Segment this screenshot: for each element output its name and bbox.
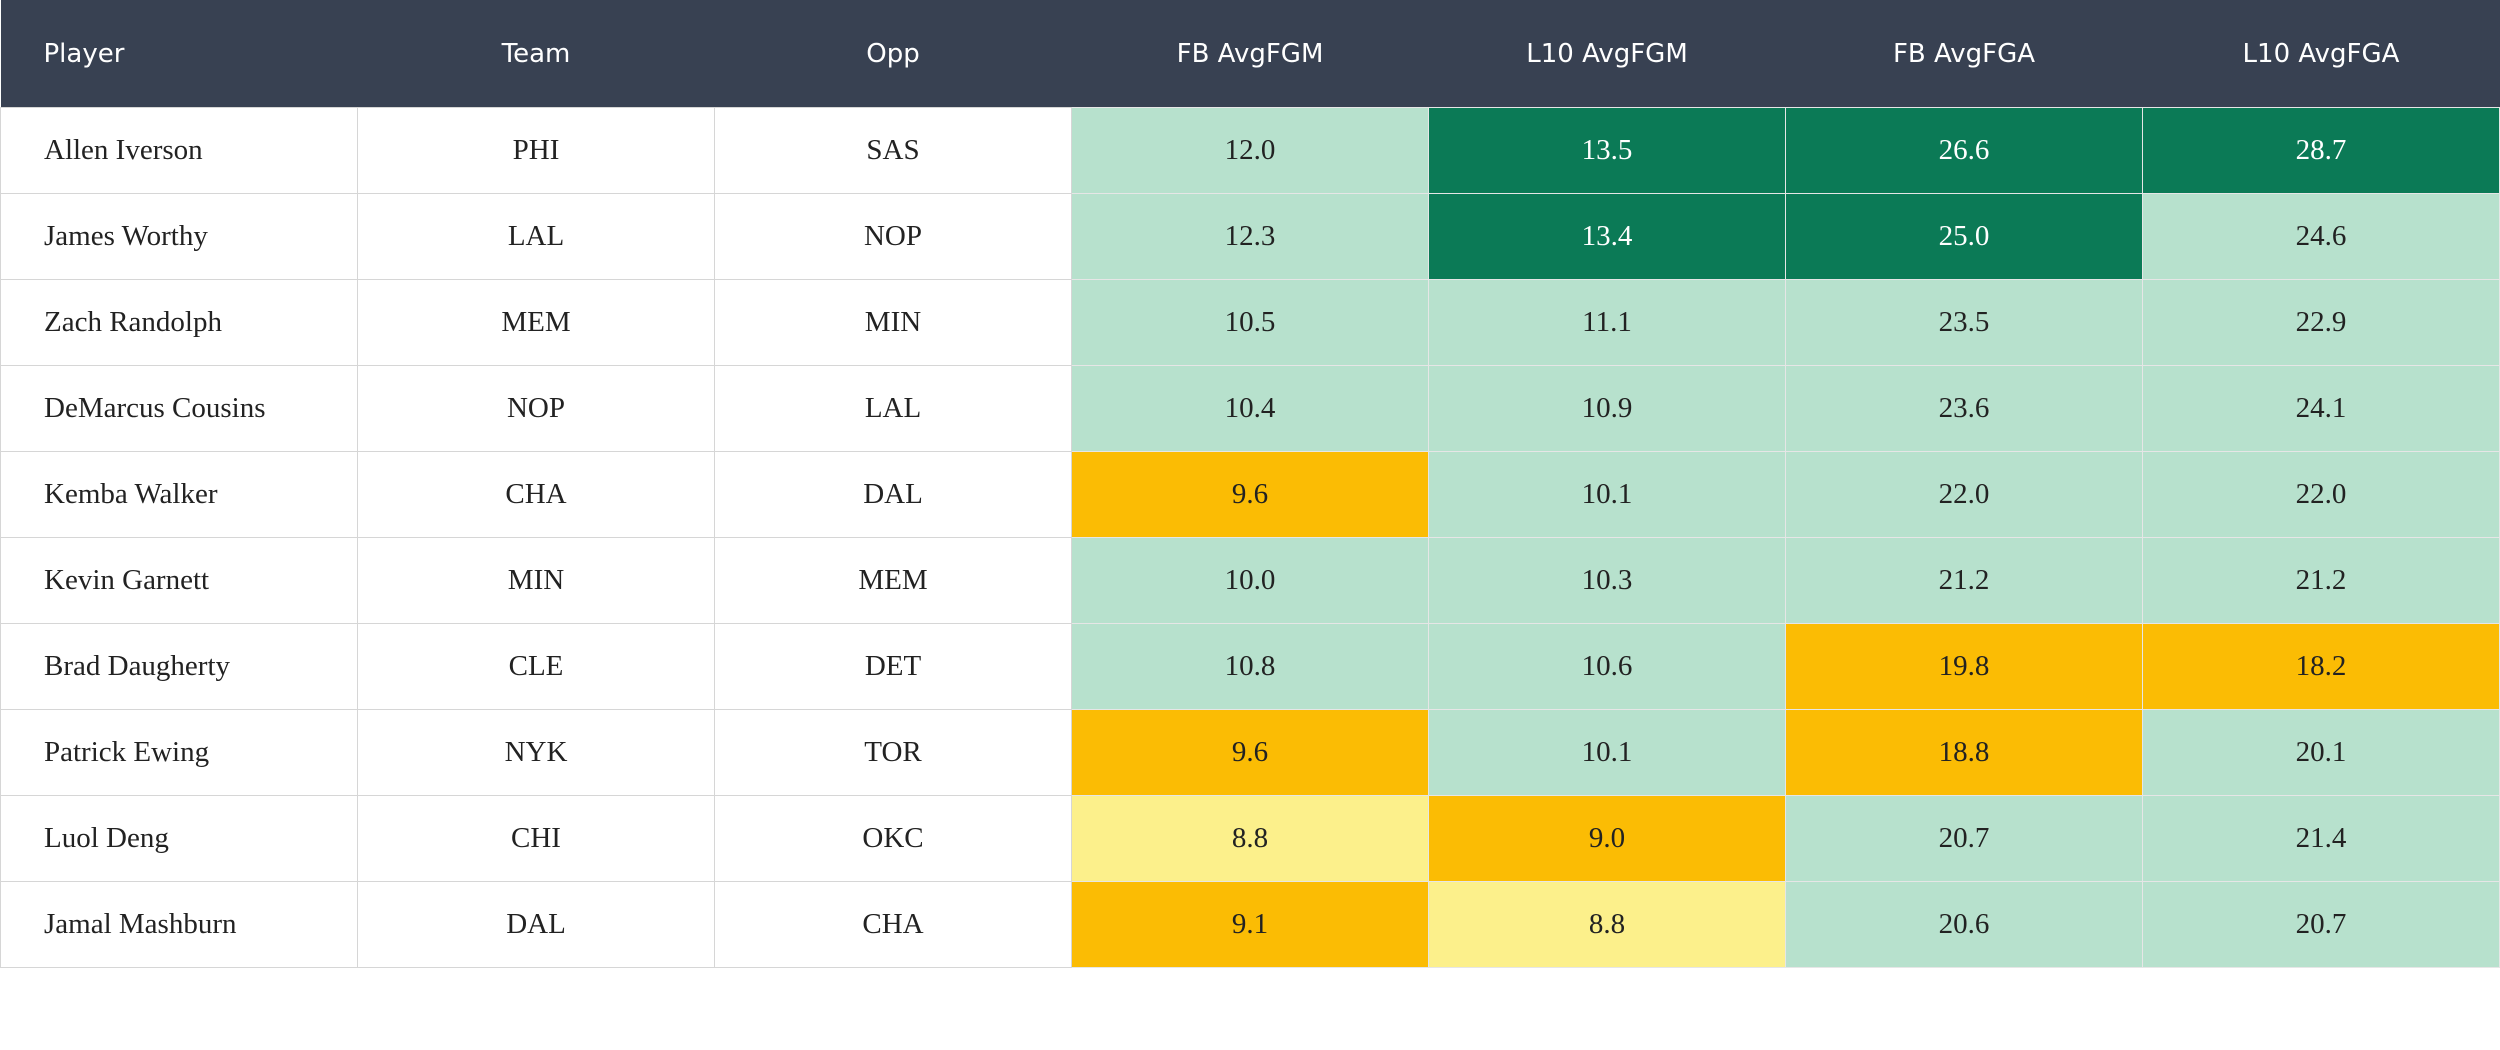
text-cell: CLE: [357, 623, 715, 710]
player-cell: Patrick Ewing: [0, 709, 358, 796]
stat-cell: 9.0: [1428, 795, 1786, 882]
text-cell: MIN: [714, 279, 1072, 366]
stat-cell: 22.0: [2142, 451, 2500, 538]
text-cell: MIN: [357, 537, 715, 624]
text-cell: TOR: [714, 709, 1072, 796]
player-cell: Kemba Walker: [0, 451, 358, 538]
text-cell: LAL: [357, 193, 715, 280]
stat-cell: 10.1: [1428, 451, 1786, 538]
stat-cell: 11.1: [1428, 279, 1786, 366]
stat-cell: 20.1: [2142, 709, 2500, 796]
table-row: DeMarcus Cousins NOP LAL 10.4 10.9 23.6 24.1: [0, 365, 2500, 452]
player-cell: James Worthy: [0, 193, 358, 280]
stat-cell: 21.2: [1785, 537, 2143, 624]
text-cell: NYK: [357, 709, 715, 796]
text-cell: DAL: [714, 451, 1072, 538]
player-cell: DeMarcus Cousins: [0, 365, 358, 452]
stat-cell: 21.2: [2142, 537, 2500, 624]
stat-cell: 9.6: [1071, 709, 1429, 796]
stat-cell: 10.1: [1428, 709, 1786, 796]
column-header: Opp: [714, 0, 1072, 108]
table-row: Kevin Garnett MIN MEM 10.0 10.3 21.2 21.2: [0, 537, 2500, 624]
table-row: James Worthy LAL NOP 12.3 13.4 25.0 24.6: [0, 193, 2500, 280]
column-header: L10 AvgFGM: [1428, 0, 1786, 108]
text-cell: NOP: [357, 365, 715, 452]
column-header: L10 AvgFGA: [2142, 0, 2500, 108]
stat-cell: 21.4: [2142, 795, 2500, 882]
stat-cell: 23.5: [1785, 279, 2143, 366]
stat-cell: 18.8: [1785, 709, 2143, 796]
text-cell: DET: [714, 623, 1072, 710]
text-cell: DAL: [357, 881, 715, 968]
stat-cell: 13.5: [1428, 107, 1786, 194]
stat-cell: 10.4: [1071, 365, 1429, 452]
table-row: Zach Randolph MEM MIN 10.5 11.1 23.5 22.9: [0, 279, 2500, 366]
stat-cell: 28.7: [2142, 107, 2500, 194]
stat-cell: 8.8: [1071, 795, 1429, 882]
stat-cell: 10.0: [1071, 537, 1429, 624]
header-row: Player Team Opp FB AvgFGM L10 AvgFGM FB AvgFG…: [0, 0, 2500, 108]
stat-cell: 9.6: [1071, 451, 1429, 538]
stat-cell: 23.6: [1785, 365, 2143, 452]
stat-cell: 22.0: [1785, 451, 2143, 538]
stat-cell: 25.0: [1785, 193, 2143, 280]
stat-cell: 10.6: [1428, 623, 1786, 710]
text-cell: PHI: [357, 107, 715, 194]
stat-cell: 19.8: [1785, 623, 2143, 710]
stat-cell: 22.9: [2142, 279, 2500, 366]
stat-cell: 9.1: [1071, 881, 1429, 968]
text-cell: MEM: [714, 537, 1072, 624]
text-cell: SAS: [714, 107, 1072, 194]
table-row: Brad Daugherty CLE DET 10.8 10.6 19.8 18.2: [0, 623, 2500, 710]
table-body: Allen Iverson PHI SAS 12.0 13.5 26.6 28.7 James…: [0, 107, 2500, 968]
stat-cell: 10.9: [1428, 365, 1786, 452]
stat-cell: 13.4: [1428, 193, 1786, 280]
text-cell: CHI: [357, 795, 715, 882]
column-header: Player: [0, 0, 358, 108]
column-header: FB AvgFGM: [1071, 0, 1429, 108]
text-cell: OKC: [714, 795, 1072, 882]
stat-cell: 8.8: [1428, 881, 1786, 968]
table-row: Kemba Walker CHA DAL 9.6 10.1 22.0 22.0: [0, 451, 2500, 538]
stat-cell: 26.6: [1785, 107, 2143, 194]
text-cell: LAL: [714, 365, 1072, 452]
player-cell: Brad Daugherty: [0, 623, 358, 710]
table-row: Patrick Ewing NYK TOR 9.6 10.1 18.8 20.1: [0, 709, 2500, 796]
stat-cell: 10.5: [1071, 279, 1429, 366]
table-row: Jamal Mashburn DAL CHA 9.1 8.8 20.6 20.7: [0, 881, 2500, 968]
player-cell: Jamal Mashburn: [0, 881, 358, 968]
data-table: Player Team Opp FB AvgFGM L10 AvgFGM FB AvgFG…: [0, 0, 2500, 968]
table-header: Player Team Opp FB AvgFGM L10 AvgFGM FB AvgFG…: [0, 0, 2500, 108]
stat-cell: 18.2: [2142, 623, 2500, 710]
player-cell: Zach Randolph: [0, 279, 358, 366]
stat-cell: 12.3: [1071, 193, 1429, 280]
stat-cell: 20.6: [1785, 881, 2143, 968]
table-row: Allen Iverson PHI SAS 12.0 13.5 26.6 28.7: [0, 107, 2500, 194]
text-cell: CHA: [714, 881, 1072, 968]
column-header: Team: [357, 0, 715, 108]
stat-cell: 24.6: [2142, 193, 2500, 280]
stat-cell: 20.7: [1785, 795, 2143, 882]
stat-cell: 24.1: [2142, 365, 2500, 452]
player-cell: Kevin Garnett: [0, 537, 358, 624]
text-cell: CHA: [357, 451, 715, 538]
text-cell: NOP: [714, 193, 1072, 280]
text-cell: MEM: [357, 279, 715, 366]
stat-cell: 10.8: [1071, 623, 1429, 710]
player-cell: Allen Iverson: [0, 107, 358, 194]
stat-cell: 12.0: [1071, 107, 1429, 194]
stat-cell: 10.3: [1428, 537, 1786, 624]
table-row: Luol Deng CHI OKC 8.8 9.0 20.7 21.4: [0, 795, 2500, 882]
player-cell: Luol Deng: [0, 795, 358, 882]
column-header: FB AvgFGA: [1785, 0, 2143, 108]
stat-cell: 20.7: [2142, 881, 2500, 968]
